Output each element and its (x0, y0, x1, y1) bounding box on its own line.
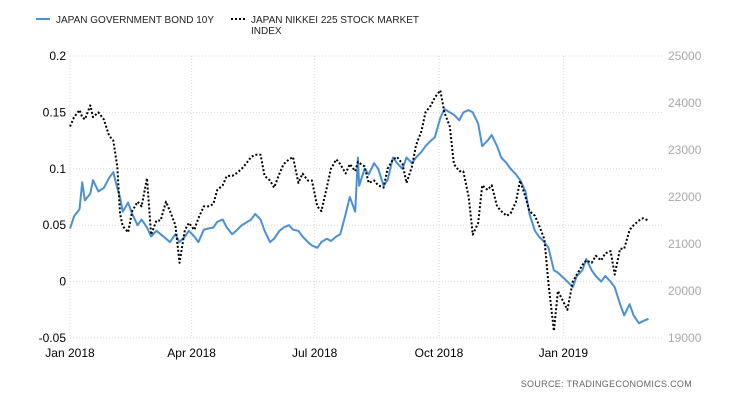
right-tick-label: 24000 (668, 96, 702, 110)
legend: JAPAN GOVERNMENT BOND 10Y JAPAN NIKKEI 22… (36, 15, 419, 37)
legend-label: JAPAN GOVERNMENT BOND 10Y (56, 15, 214, 26)
legend-label: INDEX (251, 26, 282, 37)
left-tick-label: 0 (59, 275, 66, 289)
left-axis: 0.2 0.15 0.1 0.05 0 -0.05 (39, 49, 67, 345)
left-tick-label: 0.05 (43, 218, 67, 232)
left-tick-label: -0.05 (39, 331, 67, 345)
right-tick-label: 21000 (668, 237, 702, 251)
grid (69, 55, 662, 339)
x-tick-label: Jul 2018 (292, 346, 338, 360)
left-tick-label: 0.2 (49, 49, 66, 63)
right-tick-label: 23000 (668, 143, 702, 157)
right-axis: 25000 24000 23000 22000 21000 20000 19000 (668, 49, 702, 345)
x-tick-label: Jan 2018 (45, 346, 95, 360)
x-tick-label: Jan 2019 (539, 346, 589, 360)
left-tick-label: 0.1 (49, 162, 66, 176)
x-tick-label: Oct 2018 (415, 346, 464, 360)
left-tick-label: 0.15 (43, 105, 67, 119)
x-axis: Jan 2018 Apr 2018 Jul 2018 Oct 2018 Jan 2019 (45, 346, 588, 360)
right-tick-label: 19000 (668, 331, 702, 345)
legend-label: JAPAN NIKKEI 225 STOCK MARKET (251, 15, 419, 26)
right-tick-label: 22000 (668, 190, 702, 204)
source-label: SOURCE: TRADINGECONOMICS.COM (521, 379, 692, 389)
series-layer (69, 89, 649, 332)
series-line-bond (69, 108, 649, 325)
right-tick-label: 25000 (668, 49, 702, 63)
series-line-nikkei (69, 89, 649, 332)
right-tick-label: 20000 (668, 284, 702, 298)
x-tick-label: Apr 2018 (167, 346, 216, 360)
